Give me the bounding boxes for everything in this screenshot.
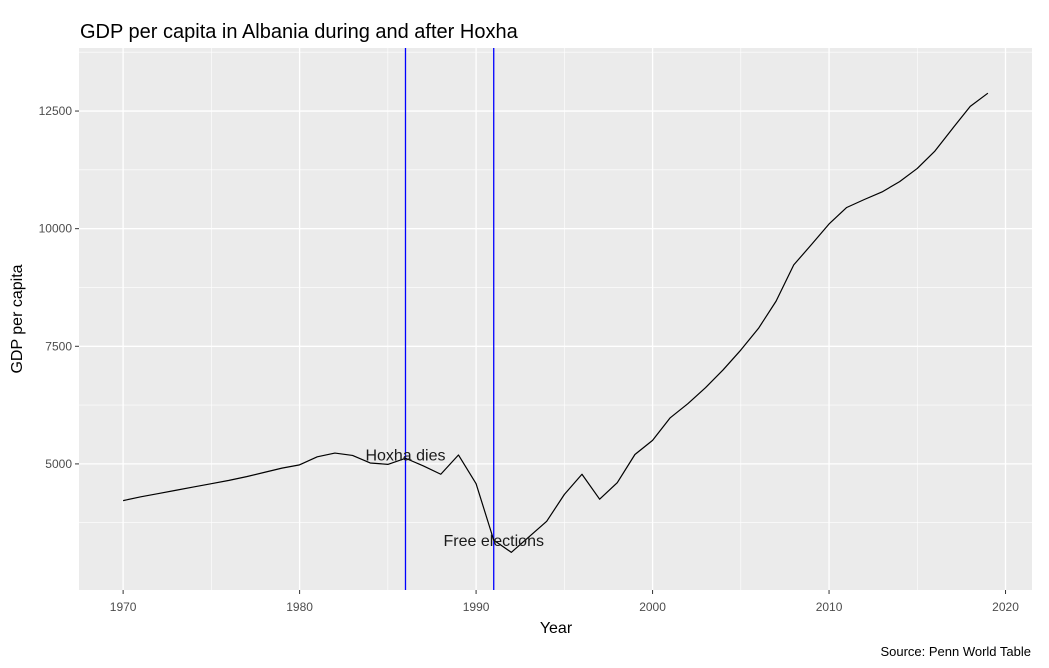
x-tick-label: 2010	[816, 600, 843, 614]
series-group	[122, 92, 989, 553]
x-tick-label: 2000	[639, 600, 666, 614]
chart-title: GDP per capita in Albania during and aft…	[80, 21, 519, 43]
x-tick-label: 1980	[286, 600, 313, 614]
x-tick-label: 1970	[110, 600, 137, 614]
x-axis-ticks: 1970 1980 1990 2000 2010 2020	[110, 590, 1019, 614]
annotation-1: Free elections	[443, 533, 544, 550]
plot-panel	[79, 48, 1032, 590]
y-tick-label: 12500	[39, 104, 73, 118]
reference-lines	[404, 48, 495, 590]
y-tick-label: 7500	[45, 339, 72, 353]
annotation-0: Hoxha dies	[365, 448, 445, 465]
source-caption: Source: Penn World Table	[880, 644, 1031, 659]
x-tick-label: 1990	[463, 600, 490, 614]
grid-major	[79, 48, 1032, 590]
y-axis-ticks: 5000 7500 10000 12500	[39, 104, 79, 471]
series-line-0	[122, 92, 989, 553]
y-axis-title: GDP per capita	[9, 264, 26, 373]
x-axis-title: Year	[540, 620, 573, 637]
y-tick-label: 10000	[39, 222, 73, 236]
grid-minor	[79, 48, 1032, 590]
y-tick-label: 5000	[45, 457, 72, 471]
x-tick-label: 2020	[992, 600, 1019, 614]
annotations: Hoxha dies Free elections	[365, 448, 544, 551]
